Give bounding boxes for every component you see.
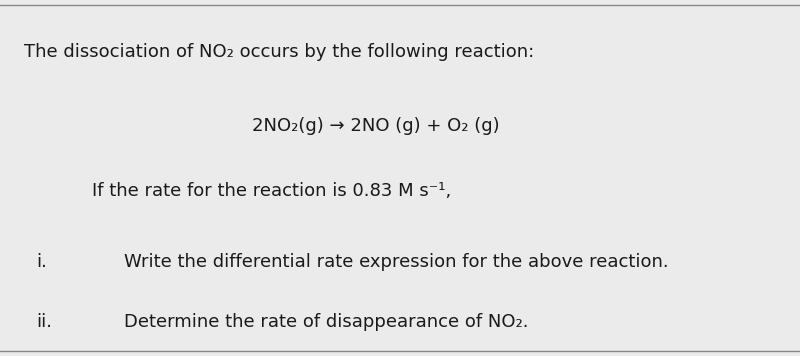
Text: Determine the rate of disappearance of NO₂.: Determine the rate of disappearance of N… [124,313,529,331]
Text: ii.: ii. [36,313,52,331]
Text: i.: i. [36,253,47,271]
Text: Write the differential rate expression for the above reaction.: Write the differential rate expression f… [124,253,669,271]
Text: 2NO₂(g) → 2NO (g) + O₂ (g): 2NO₂(g) → 2NO (g) + O₂ (g) [252,117,500,136]
Text: The dissociation of NO₂ occurs by the following reaction:: The dissociation of NO₂ occurs by the fo… [24,43,534,61]
Text: If the rate for the reaction is 0.83 M s⁻¹,: If the rate for the reaction is 0.83 M s… [92,182,451,200]
